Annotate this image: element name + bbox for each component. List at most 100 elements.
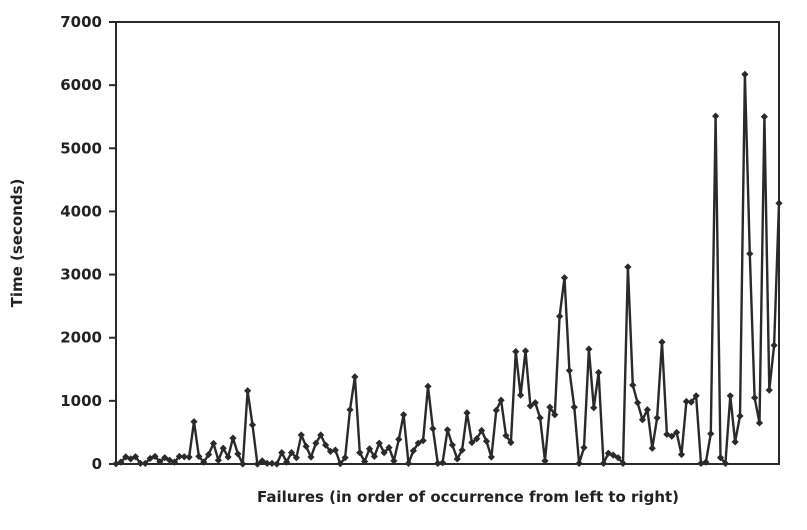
data-point-marker — [312, 439, 320, 447]
data-point-marker — [180, 453, 188, 461]
data-point-marker — [746, 250, 754, 258]
data-point-marker — [770, 341, 778, 349]
data-point-marker — [175, 452, 183, 461]
data-point-marker — [375, 439, 383, 447]
data-point-marker — [473, 435, 481, 443]
data-point-marker — [361, 457, 369, 466]
y-tick-label: 4000 — [60, 202, 102, 220]
data-point-marker — [395, 435, 403, 443]
plot-area-frame — [115, 21, 780, 465]
data-point-marker — [439, 459, 447, 467]
data-point-marker — [400, 411, 408, 419]
data-point-marker — [229, 434, 237, 442]
data-point-marker — [307, 453, 315, 461]
data-point-marker — [570, 403, 578, 411]
data-point-marker — [697, 459, 705, 467]
data-point-marker — [117, 458, 125, 466]
data-point-marker — [692, 392, 700, 400]
y-tick-label: 2000 — [60, 329, 102, 347]
data-point-marker — [283, 458, 291, 466]
data-point-marker — [322, 441, 330, 449]
data-point-marker — [556, 312, 564, 320]
data-point-marker — [326, 447, 335, 455]
data-point-marker — [414, 439, 422, 447]
data-point-marker — [297, 431, 305, 439]
data-point-marker — [624, 263, 632, 271]
y-tick-label: 5000 — [60, 139, 102, 157]
data-point-marker — [424, 382, 432, 390]
data-point-marker — [585, 345, 593, 353]
data-point-marker — [419, 437, 427, 445]
data-point-marker — [468, 438, 476, 447]
data-point-marker — [331, 446, 339, 454]
data-point-marker — [278, 449, 286, 457]
data-point-marker — [136, 459, 144, 467]
series-line — [115, 73, 781, 466]
data-point-marker — [775, 199, 783, 207]
y-tick-label: 3000 — [60, 266, 102, 284]
data-point-marker — [677, 450, 686, 459]
data-point-marker — [443, 426, 452, 434]
data-point-marker — [263, 459, 271, 467]
data-point-marker — [614, 454, 622, 462]
y-axis: 0 1000 2000 3000 4000 5000 6000 7000 — [60, 13, 116, 473]
data-point-marker — [209, 439, 218, 448]
data-point-marker — [224, 453, 232, 461]
y-tick-label: 1000 — [60, 392, 102, 410]
data-point-marker — [463, 409, 471, 417]
data-point-marker — [551, 411, 559, 419]
data-point-marker — [409, 447, 417, 455]
data-point-marker — [141, 459, 149, 468]
data-point-marker — [429, 425, 437, 433]
data-point-marker — [195, 452, 203, 461]
data-point-marker — [356, 449, 364, 457]
data-point-marker — [244, 387, 252, 395]
data-point-marker — [336, 460, 344, 468]
data-point-marker — [663, 430, 671, 438]
data-point-marker — [653, 414, 661, 422]
data-point-marker — [619, 459, 627, 467]
y-tick-label: 6000 — [60, 76, 102, 94]
data-point-marker — [760, 113, 768, 121]
data-point-marker — [112, 460, 120, 468]
data-point-marker — [404, 459, 413, 467]
data-point-marker — [248, 421, 257, 429]
data-point-marker — [258, 457, 266, 465]
data-point-marker — [687, 398, 695, 406]
data-point-marker — [478, 426, 486, 435]
data-point-marker — [292, 454, 300, 462]
data-point-marker — [502, 431, 510, 440]
data-point-marker — [185, 453, 193, 461]
data-point-marker — [590, 404, 598, 412]
data-point-marker — [658, 338, 666, 346]
data-point-marker — [707, 430, 715, 438]
data-point-marker — [346, 406, 354, 414]
y-tick-label: 7000 — [60, 13, 102, 31]
data-point-marker — [351, 373, 359, 381]
data-point-marker — [731, 438, 739, 446]
data-point-marker — [482, 437, 491, 445]
data-point-marker — [205, 450, 213, 459]
data-point-marker — [365, 445, 374, 453]
data-point-marker — [546, 403, 554, 411]
data-point-marker — [317, 431, 325, 439]
data-point-marker — [565, 366, 573, 375]
data-point-marker — [526, 402, 534, 410]
data-point-marker — [721, 459, 729, 467]
data-point-marker — [521, 347, 530, 355]
data-point-marker — [765, 386, 773, 394]
data-point-marker — [512, 348, 520, 356]
data-point-marker — [253, 460, 261, 468]
data-point-marker — [161, 454, 169, 462]
data-point-marker — [385, 443, 393, 452]
data-point-marker — [497, 396, 505, 404]
data-point-marker — [273, 460, 281, 468]
data-point-marker — [751, 394, 759, 402]
data-point-marker — [453, 455, 461, 463]
data-point-marker — [702, 458, 710, 466]
data-point-marker — [712, 112, 720, 120]
data-point-marker — [200, 458, 208, 466]
data-point-marker — [190, 418, 198, 426]
data-point-marker — [234, 450, 242, 458]
